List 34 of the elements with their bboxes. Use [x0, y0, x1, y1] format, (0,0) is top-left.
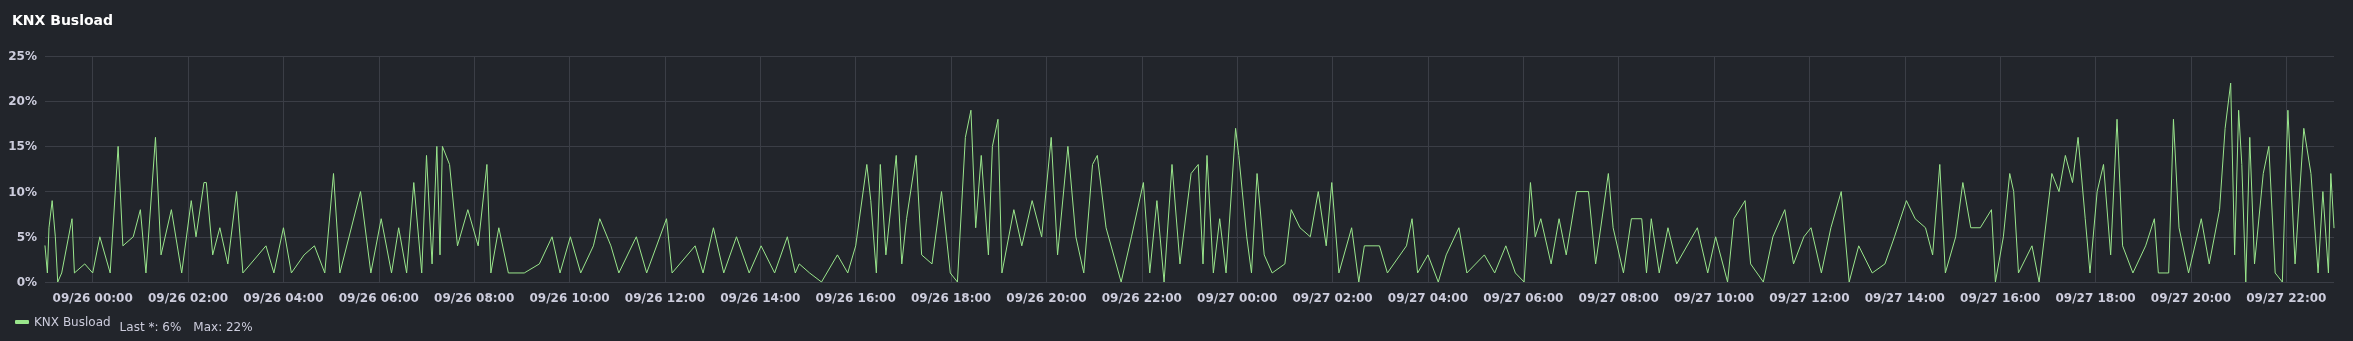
x-tick-label: 09/26 08:00: [434, 291, 515, 305]
y-tick-label: 0%: [16, 275, 37, 289]
x-tick-label: 09/27 04:00: [1387, 291, 1469, 305]
text: Max: 22%: [193, 320, 253, 334]
x-tick-label: 09/26 20:00: [1006, 291, 1087, 305]
x-tick-label: 09/27 16:00: [1960, 291, 2041, 305]
y-tick-label: 10%: [8, 184, 37, 199]
x-tick-label: 09/26 10:00: [529, 291, 610, 305]
y-tick-label: 25%: [8, 49, 37, 63]
x-tick-label: 09/26 12:00: [624, 291, 706, 305]
x-tick-label: 09/26 02:00: [147, 291, 229, 305]
x-tick-label: 09/26 06:00: [338, 291, 419, 305]
text: Last *: 6%: [119, 320, 182, 334]
x-tick-label: 09/27 22:00: [2246, 291, 2327, 305]
y-tick-label: 15%: [8, 139, 37, 154]
x-tick-label: 09/26 00:00: [52, 291, 133, 305]
y-tick-label: 20%: [8, 94, 37, 109]
x-tick-label: 09/27 18:00: [2055, 291, 2136, 305]
x-tick-label: 09/26 22:00: [1101, 291, 1182, 305]
x-tick-label: 09/26 14:00: [720, 291, 801, 305]
x-tick-label: 09/26 18:00: [910, 291, 992, 305]
x-tick-label: 09/26 04:00: [243, 291, 324, 305]
x-tick-label: 09/27 08:00: [1578, 291, 1659, 305]
x-tick-label: 09/27 02:00: [1292, 291, 1373, 305]
x-tick-label: 09/27 10:00: [1673, 291, 1755, 305]
y-tick-label: 5%: [16, 229, 37, 244]
x-tick-label: 09/27 12:00: [1769, 291, 1850, 305]
x-tick-label: 09/27 20:00: [2150, 291, 2232, 305]
legend-label: KNX Busload: [34, 315, 111, 329]
x-tick-label: 09/27 00:00: [1197, 291, 1278, 305]
x-tick-label: 09/27 14:00: [1864, 291, 1945, 305]
x-tick-label: 09/27 06:00: [1483, 291, 1564, 305]
x-tick-label: 09/26 16:00: [815, 291, 896, 305]
chart-title: KNX Busload: [12, 12, 114, 28]
